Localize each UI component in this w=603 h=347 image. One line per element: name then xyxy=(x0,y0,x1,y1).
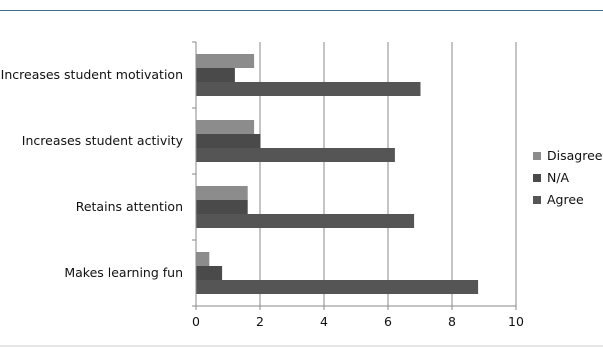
legend-label: Agree xyxy=(547,192,584,207)
x-tick-label: 6 xyxy=(384,314,392,329)
bar xyxy=(196,54,255,68)
category-label: Increases student activity xyxy=(22,133,184,148)
bar xyxy=(196,120,255,134)
legend-swatch xyxy=(533,196,541,204)
bar xyxy=(196,280,479,294)
x-tick-label: 10 xyxy=(508,314,524,329)
bar xyxy=(196,252,210,266)
top-rule xyxy=(0,10,603,11)
bar xyxy=(196,266,223,280)
x-tick-label: 8 xyxy=(448,314,456,329)
bar xyxy=(196,214,415,228)
legend-label: Disagree xyxy=(547,148,603,163)
bar xyxy=(196,186,248,200)
x-tick-label: 0 xyxy=(192,314,200,329)
category-label: Makes learning fun xyxy=(64,265,183,280)
bar xyxy=(196,134,261,148)
legend-swatch xyxy=(533,152,541,160)
legend-label: N/A xyxy=(547,170,570,185)
bar xyxy=(196,200,248,214)
category-label: Retains attention xyxy=(76,199,183,214)
x-tick-label: 4 xyxy=(320,314,328,329)
legend-swatch xyxy=(533,174,541,182)
bar xyxy=(196,68,235,82)
x-tick-label: 2 xyxy=(256,314,264,329)
bar xyxy=(196,82,421,96)
bottom-rule xyxy=(0,345,603,347)
category-label: Increases student motivation xyxy=(1,67,183,82)
bar xyxy=(196,148,395,162)
